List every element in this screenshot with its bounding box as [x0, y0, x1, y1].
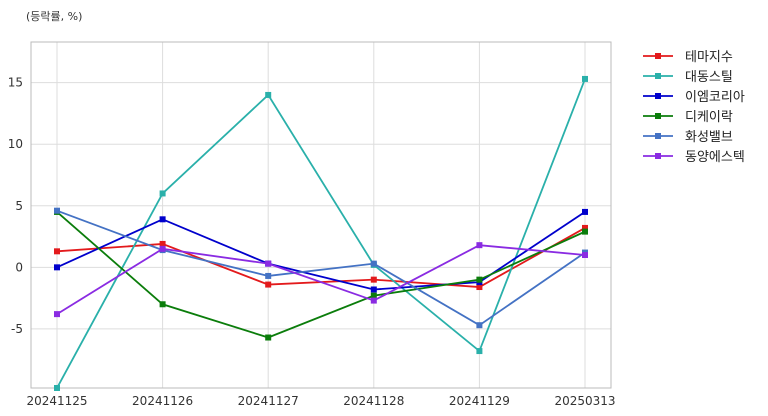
series-line: [56, 211, 586, 339]
legend-label: 이엠코리아: [685, 90, 745, 105]
series-2: [54, 75, 588, 391]
legend-item: 화성밸브: [643, 130, 733, 145]
y-tick-label: 0: [15, 260, 23, 274]
data-point: [370, 286, 377, 293]
series-4: [54, 208, 588, 341]
data-point: [265, 272, 272, 279]
legend-marker: [655, 133, 661, 139]
legend-marker: [655, 153, 661, 159]
series-line: [56, 209, 586, 327]
legend-label: 동양에스텍: [685, 150, 745, 165]
data-point: [54, 385, 60, 391]
data-point: [582, 75, 588, 82]
unit-label: (등락률, %): [26, 10, 82, 23]
legend-item: 동양에스텍: [643, 150, 745, 165]
data-point: [476, 284, 483, 291]
legend-item: 대동스틸: [643, 70, 733, 85]
data-point: [582, 228, 588, 235]
data-point: [370, 297, 377, 304]
data-point: [54, 264, 60, 271]
data-point: [476, 322, 483, 329]
legend-marker: [655, 73, 661, 79]
legend-label: 대동스틸: [685, 70, 733, 85]
legend-label: 화성밸브: [685, 130, 733, 145]
data-point: [265, 260, 272, 267]
series-6: [54, 242, 588, 318]
legend-label: 테마지수: [685, 50, 733, 65]
data-point: [159, 190, 166, 197]
x-tick-label: 20241128: [343, 394, 404, 408]
x-axis: 20241125 20241126 20241127 20241128 20241129…: [26, 394, 615, 408]
series-group: [54, 75, 588, 391]
plot-frame: [30, 41, 612, 389]
y-tick-label: 10: [8, 137, 23, 151]
x-tick-label: 20241129: [449, 394, 510, 408]
legend-item: 테마지수: [643, 50, 733, 65]
data-point: [159, 240, 166, 247]
data-point: [370, 292, 377, 299]
data-point: [159, 216, 166, 223]
series-line: [56, 78, 586, 389]
data-point: [370, 260, 377, 267]
data-point: [582, 252, 588, 259]
y-axis: -5 0 5 10 15: [8, 76, 23, 336]
data-point: [265, 334, 272, 341]
x-tick-label: 20241126: [132, 394, 193, 408]
y-tick-label: 15: [8, 76, 23, 90]
data-point: [54, 248, 60, 255]
data-point: [54, 207, 60, 214]
legend-item: 이엠코리아: [643, 90, 745, 105]
legend-marker: [655, 113, 661, 119]
data-point: [159, 245, 166, 252]
data-point: [265, 91, 272, 98]
legend-marker: [655, 53, 661, 59]
y-tick-label: 5: [15, 199, 23, 213]
data-point: [476, 276, 483, 283]
series-line: [56, 211, 586, 291]
series-line: [56, 244, 586, 315]
legend-marker: [655, 93, 661, 99]
data-point: [370, 276, 377, 283]
data-point: [159, 301, 166, 308]
x-tick-label: 20241125: [26, 394, 87, 408]
data-point: [476, 242, 483, 249]
data-point: [476, 348, 483, 355]
legend-item: 디케이락: [643, 110, 733, 125]
series-5: [54, 207, 588, 329]
legend-label: 디케이락: [685, 110, 733, 125]
x-tick-label: 20241127: [238, 394, 299, 408]
grid: [31, 42, 611, 388]
data-point: [265, 281, 272, 288]
data-point: [54, 311, 60, 318]
series-line: [56, 227, 586, 288]
y-tick-label: -5: [11, 322, 23, 336]
data-point: [582, 224, 588, 231]
data-point: [582, 208, 588, 215]
x-tick-label: 20250313: [554, 394, 615, 408]
